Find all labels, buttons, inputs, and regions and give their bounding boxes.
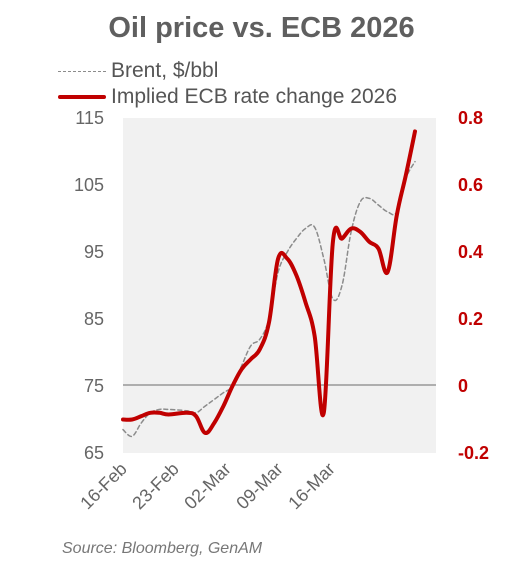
series-lines xyxy=(121,129,417,438)
legend-item-brent: Brent, $/bbl xyxy=(58,58,218,84)
y-right-tick-label: -0.2 xyxy=(458,443,489,463)
series-line-brent xyxy=(122,160,416,438)
y-left-tick-label: 75 xyxy=(84,376,104,396)
legend-item-ecb: Implied ECB rate change 2026 xyxy=(58,84,397,110)
y-right-tick-label: 0 xyxy=(458,376,468,396)
legend-swatch-brent xyxy=(58,70,106,72)
y-right-tick-label: 0.8 xyxy=(458,108,483,128)
legend-swatch-ecb xyxy=(58,95,106,99)
y-left-tick-label: 115 xyxy=(75,108,104,128)
plot-area xyxy=(123,118,436,453)
series-line-ecb xyxy=(121,129,417,436)
x-tick-label: 09-Mar xyxy=(232,459,286,513)
x-tick-label: 16-Feb xyxy=(76,459,130,513)
y-left-tick-label: 85 xyxy=(84,309,104,329)
legend-label-ecb: Implied ECB rate change 2026 xyxy=(111,85,398,108)
chart-title: Oil price vs. ECB 2026 xyxy=(108,12,415,44)
x-tick-label: 16-Mar xyxy=(284,459,338,513)
x-tick-label: 02-Mar xyxy=(180,459,234,513)
y-left-tick-label: 65 xyxy=(84,443,104,463)
y-left-tick-label: 95 xyxy=(84,242,104,262)
y-left-tick-label: 105 xyxy=(74,175,104,195)
left-axis-ticks: 115 105 95 85 75 65 xyxy=(74,108,104,463)
y-right-tick-label: 0.6 xyxy=(458,175,483,195)
source-note: Source: Bloomberg, GenAM xyxy=(62,540,263,557)
y-right-tick-label: 0.4 xyxy=(458,242,483,262)
y-right-tick-label: 0.2 xyxy=(458,309,483,329)
legend-label-brent: Brent, $/bbl xyxy=(111,59,219,82)
x-tick-label: 23-Feb xyxy=(128,459,182,513)
right-axis-ticks: 0.8 0.6 0.4 0.2 0 -0.2 xyxy=(458,108,489,463)
